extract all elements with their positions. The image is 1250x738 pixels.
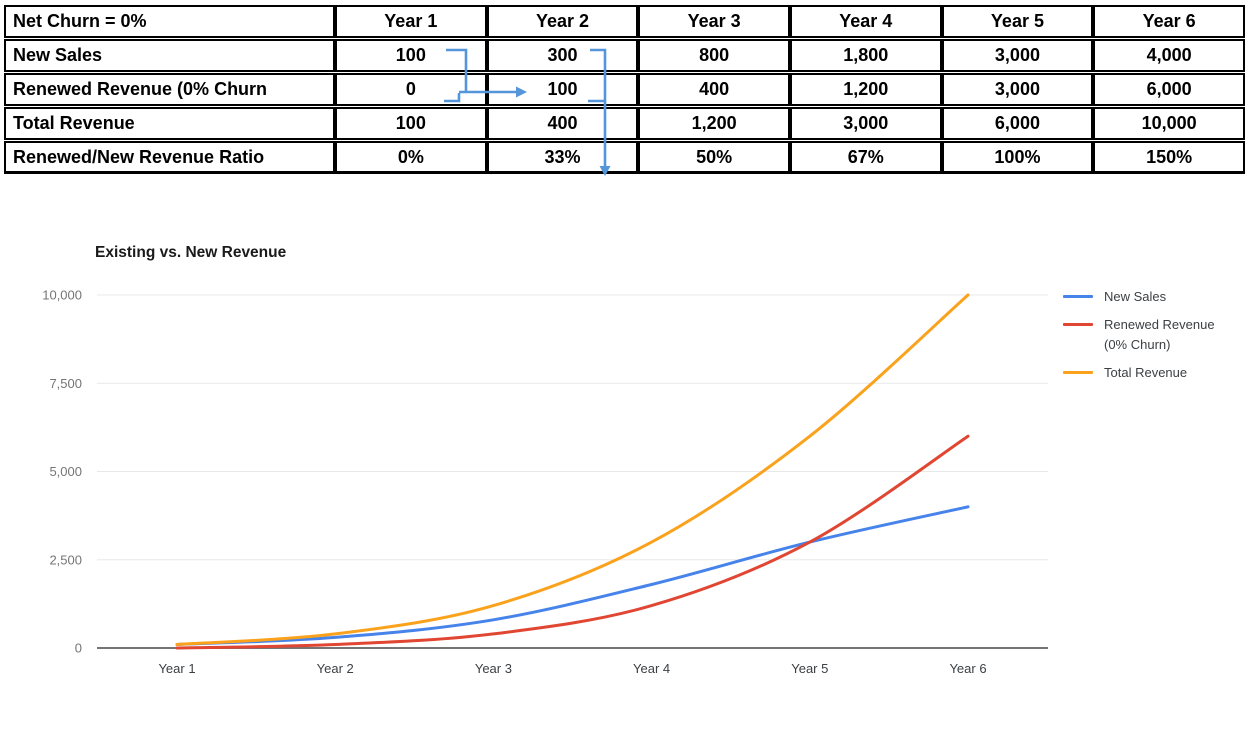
legend-color-chip	[1063, 295, 1093, 298]
y-axis-tick-label: 2,500	[49, 552, 82, 567]
chart-title: Existing vs. New Revenue	[95, 244, 287, 261]
table-cell: 100	[486, 73, 639, 106]
legend-item-total-revenue: Total Revenue	[1063, 363, 1222, 383]
table-cell: 50%	[638, 141, 790, 174]
y-axis-tick-label: 5,000	[49, 464, 82, 479]
row-label: Renewed Revenue (0% Churn	[4, 73, 335, 106]
corner-cell: Net Churn = 0%	[4, 5, 335, 38]
table-cell: 400	[486, 107, 639, 140]
row-label: Total Revenue	[4, 107, 335, 140]
legend-item-new-sales: New Sales	[1063, 287, 1222, 307]
y-axis-tick-label: 7,500	[49, 376, 82, 391]
table-cell: 1,800	[789, 39, 942, 72]
y-axis-tick-label: 0	[75, 641, 82, 656]
series-line-total-revenue	[175, 293, 970, 646]
legend-color-chip	[1063, 323, 1093, 327]
table-cell: 100	[335, 39, 487, 72]
table-cell: 1,200	[789, 73, 942, 106]
table-cell: 10,000	[1093, 107, 1245, 140]
year-header: Year 2	[486, 5, 639, 38]
legend-item-renewed-revenue: Renewed Revenue (0% Churn)	[1063, 315, 1222, 355]
x-axis-tick-label: Year 2	[317, 661, 354, 676]
table-cell: 4,000	[1093, 39, 1245, 72]
year-header: Year 3	[638, 5, 790, 38]
table-cell: 800	[638, 39, 790, 72]
legend-label: Renewed Revenue (0% Churn)	[1104, 317, 1215, 353]
table-cell: 67%	[789, 141, 942, 174]
row-label: New Sales	[4, 39, 335, 72]
table-row-renewed-revenue: Renewed Revenue (0% Churn 0 100 400 1,20…	[4, 73, 1245, 106]
legend-color-chip	[1063, 371, 1093, 375]
revenue-table: Net Churn = 0% Year 1 Year 2 Year 3 Year…	[4, 4, 1245, 175]
table-cell: 100	[335, 107, 487, 140]
legend-label: Total Revenue	[1104, 365, 1188, 381]
table-cell: 3,000	[789, 107, 942, 140]
y-axis-tick-label: 10,000	[42, 288, 82, 303]
x-axis-tick-label: Year 6	[949, 661, 986, 676]
x-axis-tick-label: Year 5	[791, 661, 828, 676]
table-row-total-revenue: Total Revenue 100 400 1,200 3,000 6,000 …	[4, 107, 1245, 140]
table-cell: 300	[486, 39, 639, 72]
x-axis-tick-label: Year 4	[633, 661, 670, 676]
revenue-line-chart: 0 2,500 5,000 7,500 10,000 Year 1 Year 2 Year 3…	[42, 288, 1048, 676]
table-cell: 0	[335, 73, 487, 106]
table-header-row: Net Churn = 0% Year 1 Year 2 Year 3 Year…	[4, 5, 1245, 38]
legend-label: New Sales	[1104, 289, 1167, 304]
table-cell: 0%	[335, 141, 487, 174]
table-cell: 100%	[941, 141, 1094, 174]
year-header: Year 5	[941, 5, 1094, 38]
year-header: Year 4	[789, 5, 942, 38]
table-cell: 400	[638, 73, 790, 106]
table-row-new-sales: New Sales 100 300 800 1,800 3,000 4,000	[4, 39, 1245, 72]
series-line-new-sales	[175, 505, 970, 646]
row-label: Renewed/New Revenue Ratio	[4, 141, 335, 174]
year-header: Year 6	[1093, 5, 1245, 38]
chart-legend: New Sales Renewed Revenue (0% Churn) Tot…	[1063, 287, 1222, 392]
table-cell: 150%	[1093, 141, 1245, 174]
table-cell: 3,000	[941, 73, 1094, 106]
table-cell: 6,000	[941, 107, 1094, 140]
table-cell: 1,200	[638, 107, 790, 140]
x-axis-tick-label: Year 3	[475, 661, 512, 676]
table-row-ratio: Renewed/New Revenue Ratio 0% 33% 50% 67%…	[4, 141, 1245, 174]
x-axis-tick-label: Year 1	[158, 661, 195, 676]
table-cell: 3,000	[941, 39, 1094, 72]
table-cell: 33%	[486, 141, 639, 174]
series-line-renewed-revenue-0-churn-	[175, 434, 970, 650]
year-header: Year 1	[335, 5, 487, 38]
table-cell: 6,000	[1093, 73, 1245, 106]
